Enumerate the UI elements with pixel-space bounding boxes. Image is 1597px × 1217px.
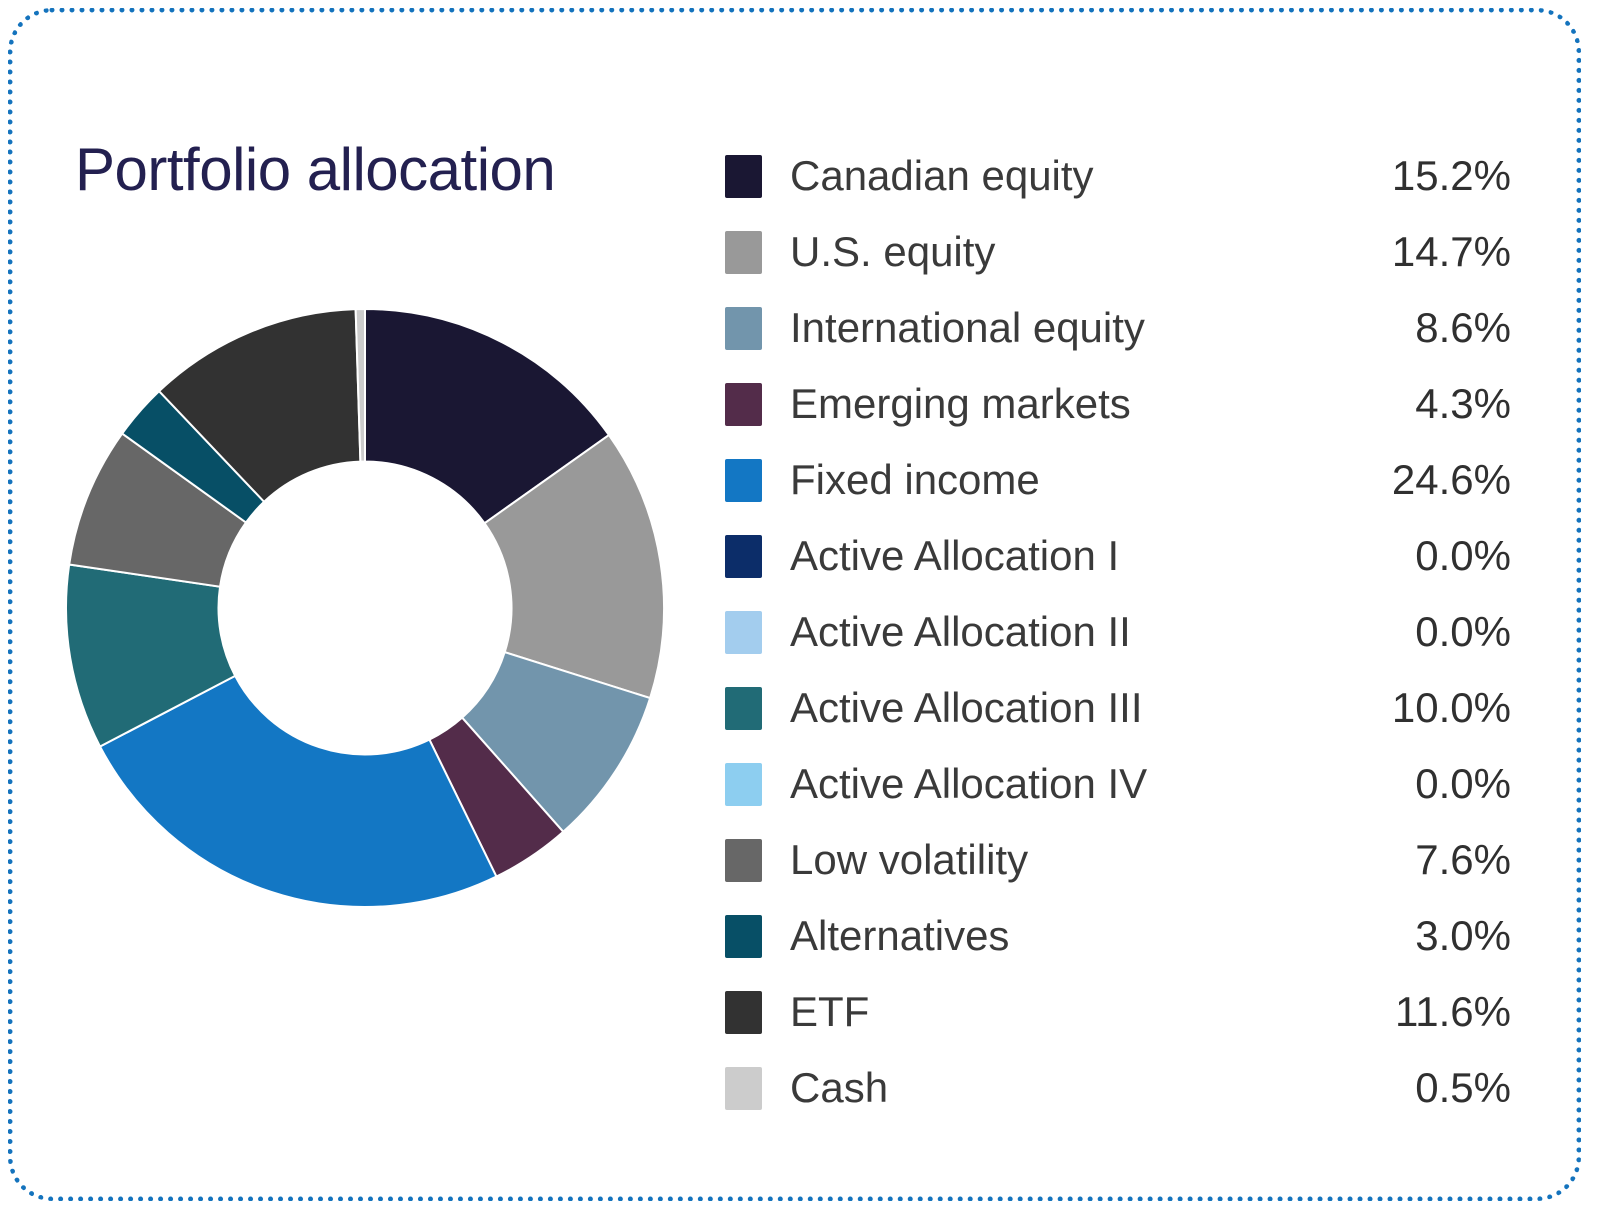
legend-swatch <box>725 382 762 426</box>
donut-slice <box>157 308 362 504</box>
legend-value: 3.0% <box>1415 912 1511 959</box>
legend-item: Active Allocation III 10.0% <box>725 670 1511 746</box>
legend-swatch <box>725 610 762 654</box>
legend-item: Active Allocation IV 0.0% <box>725 746 1511 822</box>
legend-item: International equity 8.6% <box>725 290 1511 366</box>
legend-item: Cash 0.5% <box>725 1050 1511 1126</box>
legend-swatch <box>725 1066 762 1110</box>
legend-value: 8.6% <box>1415 304 1511 351</box>
legend-label: Active Allocation II <box>790 608 1131 655</box>
legend-value: 10.0% <box>1391 684 1511 731</box>
legend-item: Emerging markets 4.3% <box>725 366 1511 442</box>
legend-swatch <box>725 762 762 806</box>
donut-chart-svg <box>65 307 665 908</box>
legend-label: Alternatives <box>790 912 1010 959</box>
legend-item: U.S. equity 14.7% <box>725 214 1511 290</box>
legend-value: 0.0% <box>1415 608 1511 655</box>
legend-value: 11.6% <box>1395 988 1511 1035</box>
legend-swatch <box>725 154 762 198</box>
donut-slice <box>354 307 366 463</box>
legend-item: Active Allocation II 0.0% <box>725 594 1511 670</box>
page-title: Portfolio allocation <box>75 136 556 203</box>
legend-swatch <box>725 534 762 578</box>
legend-swatch <box>725 686 762 730</box>
donut-slice <box>98 674 498 908</box>
legend-label: Active Allocation III <box>790 684 1143 731</box>
legend-value: 24.6% <box>1391 456 1511 503</box>
legend-label: Fixed income <box>790 456 1040 503</box>
legend-label: International equity <box>790 304 1145 351</box>
portfolio-allocation-card: Portfolio allocation Canadian equity 15.… <box>8 8 1581 1201</box>
legend-swatch <box>725 458 762 502</box>
legend-value: 14.7% <box>1391 228 1511 275</box>
legend-label: Cash <box>790 1064 889 1111</box>
legend: Canadian equity 15.2% U.S. equity 14.7% … <box>725 138 1511 1126</box>
legend-label: ETF <box>790 988 870 1035</box>
legend-label: Canadian equity <box>790 152 1094 199</box>
legend-swatch <box>725 838 762 882</box>
legend-label: Active Allocation IV <box>790 760 1148 807</box>
legend-label: Active Allocation I <box>790 532 1120 579</box>
legend-label: Low volatility <box>790 836 1029 883</box>
legend-swatch <box>725 230 762 274</box>
legend-value: 15.2% <box>1391 152 1511 199</box>
legend-value: 0.0% <box>1415 532 1511 579</box>
legend-value: 7.6% <box>1415 836 1511 883</box>
donut-slice <box>483 433 665 700</box>
legend-swatch <box>725 914 762 958</box>
legend-item: Alternatives 3.0% <box>725 898 1511 974</box>
legend-value: 4.3% <box>1415 380 1511 427</box>
legend-value: 0.5% <box>1415 1064 1511 1111</box>
donut-slice <box>364 307 611 525</box>
legend-label: Emerging markets <box>790 380 1131 427</box>
legend-label: U.S. equity <box>790 228 996 275</box>
legend-item: Active Allocation I 0.0% <box>725 518 1511 594</box>
legend-item: Fixed income 24.6% <box>725 442 1511 518</box>
legend-value: 0.0% <box>1415 760 1511 807</box>
legend-swatch <box>725 306 762 350</box>
portfolio-donut-chart <box>61 304 669 912</box>
legend-item: ETF 11.6% <box>725 974 1511 1050</box>
legend-item: Low volatility 7.6% <box>725 822 1511 898</box>
legend-swatch <box>725 990 762 1034</box>
legend-item: Canadian equity 15.2% <box>725 138 1511 214</box>
